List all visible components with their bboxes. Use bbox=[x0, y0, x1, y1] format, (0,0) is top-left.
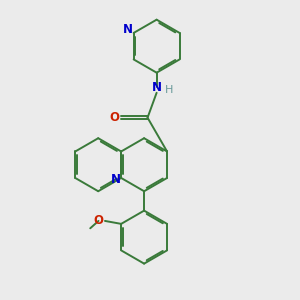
Text: O: O bbox=[110, 111, 120, 124]
Text: H: H bbox=[165, 85, 173, 95]
Text: O: O bbox=[94, 214, 103, 227]
Text: N: N bbox=[111, 173, 121, 186]
Text: N: N bbox=[123, 23, 134, 37]
Text: N: N bbox=[152, 81, 162, 94]
